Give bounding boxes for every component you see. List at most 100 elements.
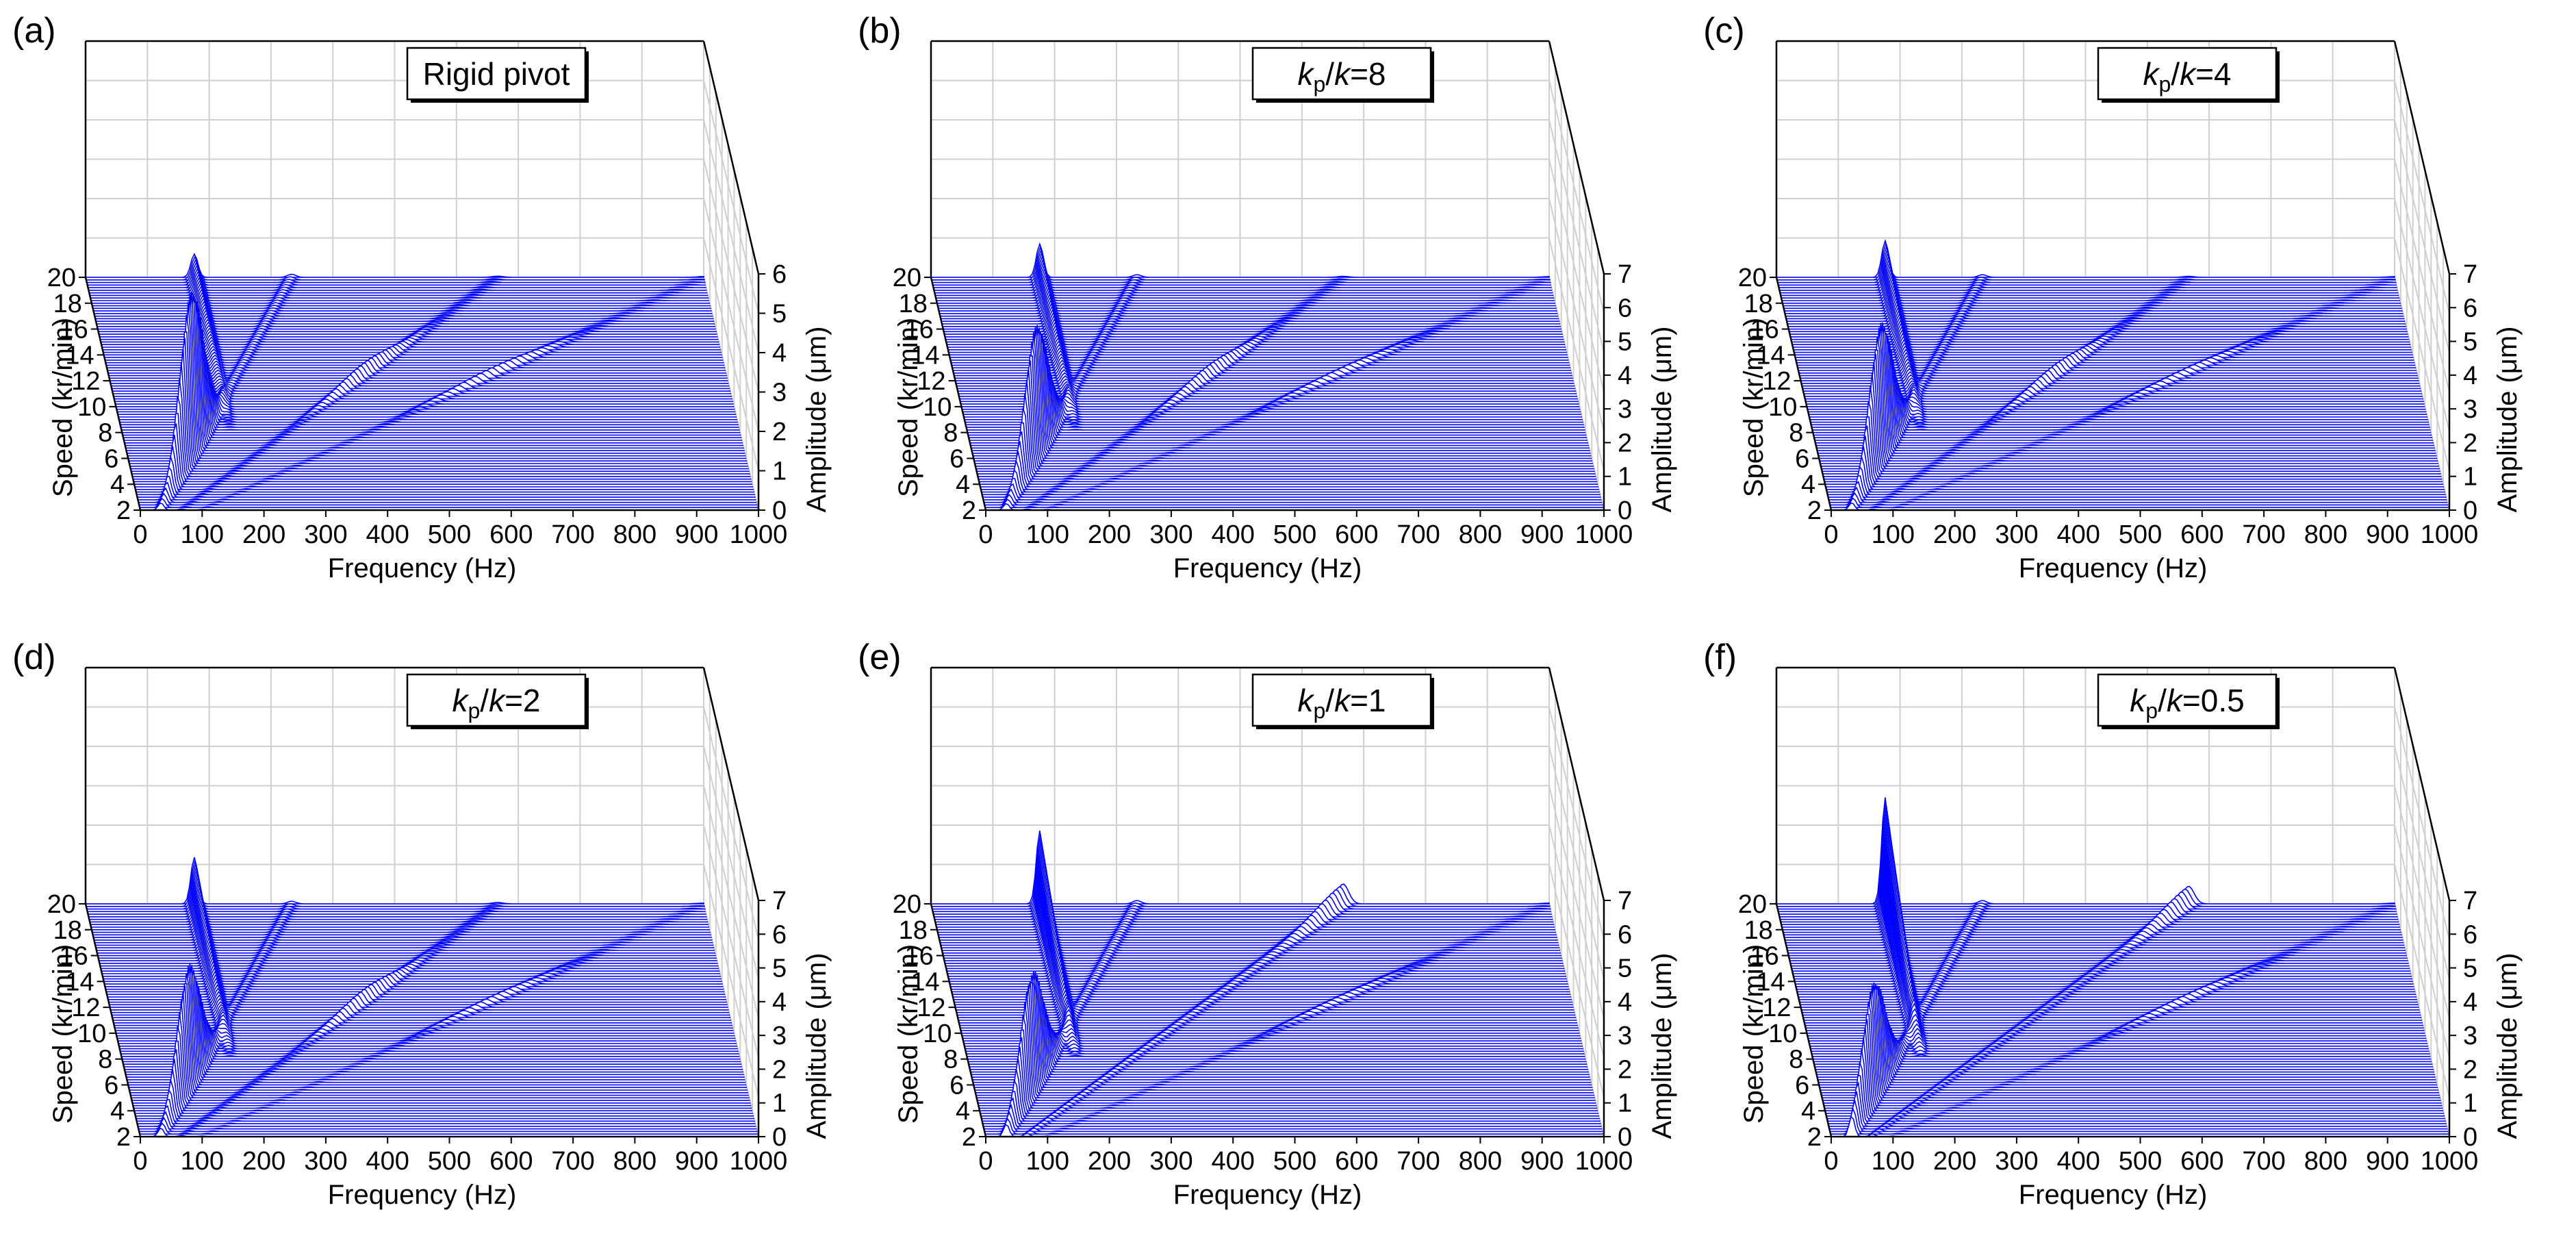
waterfall-line <box>957 378 1576 390</box>
waterfall-line <box>114 1011 732 1026</box>
waterfall-line <box>1811 1039 2430 1054</box>
waterfall-line <box>1815 349 2433 441</box>
waterfall-line <box>119 1027 738 1050</box>
waterfall-line <box>961 1019 1580 1034</box>
waterfall-line <box>1798 957 2417 1000</box>
waterfall-line <box>1826 435 2444 488</box>
y-tick-label: 2 <box>962 496 976 525</box>
waterfall-line <box>942 899 1560 951</box>
x-tick-label: 200 <box>1933 520 1976 549</box>
waterfall-line <box>118 1029 737 1047</box>
waterfall-line <box>1796 345 2415 364</box>
waterfall-line <box>984 1103 1603 1130</box>
grid-line <box>2394 80 2450 314</box>
z-tick-label: 0 <box>1618 1123 1632 1152</box>
waterfall-line <box>967 1026 1585 1057</box>
waterfall-line <box>1831 502 2449 511</box>
waterfall-line <box>86 255 705 281</box>
waterfall-line <box>119 378 738 423</box>
box-edge <box>702 40 760 275</box>
waterfall-line <box>931 834 1551 907</box>
waterfall-line <box>1813 368 2432 436</box>
x-tick-label: 500 <box>2119 520 2162 549</box>
x-tick-label: 100 <box>1026 520 1069 549</box>
waterfall-line <box>113 1009 732 1024</box>
waterfall-line <box>944 312 1563 335</box>
grid-line <box>1548 80 1605 314</box>
waterfall-line <box>964 1033 1583 1047</box>
x-tick-label: 600 <box>489 520 533 549</box>
waterfall-line <box>967 1023 1586 1060</box>
grid-line <box>2394 707 2450 940</box>
x-tick-label: 700 <box>551 1147 594 1176</box>
y-axis-line <box>84 277 142 511</box>
legend: kp/k=4 <box>2097 47 2280 103</box>
waterfall-line <box>1809 399 2427 415</box>
waterfall-line <box>1779 255 2398 291</box>
waterfall-line <box>1787 300 2406 327</box>
waterfall-line <box>1787 293 2406 322</box>
x-tick-label: 400 <box>1211 520 1254 549</box>
waterfall-line <box>1794 332 2412 353</box>
z-tick-label: 4 <box>2463 988 2477 1017</box>
waterfall-line <box>137 1099 756 1124</box>
waterfall-line <box>91 282 710 304</box>
waterfall-line <box>963 1031 1582 1041</box>
waterfall-line <box>1805 1002 2424 1029</box>
y-tick-label: 8 <box>943 1046 958 1074</box>
x-tick-label: 200 <box>242 520 285 549</box>
waterfall-line <box>971 991 1590 1076</box>
waterfall-series-group <box>1776 797 2449 1137</box>
waterfall-line <box>1810 392 2429 423</box>
waterfall-line <box>949 946 1568 985</box>
waterfall-line <box>123 342 741 436</box>
waterfall-line <box>109 365 728 379</box>
waterfall-line <box>970 996 1589 1073</box>
y-tick-label: 16 <box>904 316 933 344</box>
waterfall-line <box>100 936 719 967</box>
x-axis-title: Frequency (Hz) <box>2019 553 2208 583</box>
waterfall-line <box>1783 277 2402 309</box>
y-tick-label: 2 <box>116 496 131 525</box>
x-tick-label: 600 <box>1335 520 1378 549</box>
waterfall-line <box>107 355 726 369</box>
waterfall-line <box>951 955 1570 990</box>
legend-text-part: k <box>2167 683 2184 718</box>
y-tick-label: 20 <box>47 264 76 292</box>
waterfall-line <box>954 366 1573 379</box>
grid-line <box>2394 824 2450 1059</box>
waterfall-line <box>99 318 717 335</box>
waterfall-line <box>136 1079 754 1120</box>
x-tick-label: 600 <box>489 1147 533 1176</box>
waterfall-line <box>980 451 1599 490</box>
y-tick-label: 20 <box>1738 264 1767 292</box>
waterfall-line <box>1793 915 2411 974</box>
waterfall-line <box>1804 994 2423 1024</box>
chart-panel: 0 100 200 300 400 500 600 700 800 900 1000Frequenc… <box>12 11 832 583</box>
waterfall-line <box>112 1000 730 1016</box>
legend-text-part: k <box>1297 56 1314 92</box>
waterfall-line <box>956 375 1575 387</box>
chart-panel: 0 100 200 300 400 500 600 700 800 900 1000Frequenc… <box>1703 11 2523 583</box>
waterfall-line <box>124 307 743 444</box>
waterfall-line <box>1811 383 2430 428</box>
waterfall-line <box>140 497 758 508</box>
waterfall-line <box>961 396 1580 407</box>
waterfall-line <box>103 953 722 980</box>
x-tick-label: 900 <box>675 520 718 549</box>
waterfall-line <box>1785 858 2403 941</box>
y-tick-label: 2 <box>1807 1123 1822 1152</box>
waterfall-line <box>138 1111 757 1130</box>
x-axis-title: Frequency (Hz) <box>1173 553 1362 583</box>
y-tick-label: 16 <box>59 942 88 971</box>
waterfall-line <box>1803 987 2422 1018</box>
waterfall-line <box>131 348 750 472</box>
z-tick-label: 5 <box>772 955 787 983</box>
waterfall-line <box>1779 819 2398 918</box>
waterfall-line <box>1802 377 2421 390</box>
waterfall-line <box>107 359 726 374</box>
waterfall-line <box>1804 991 2422 1021</box>
waterfall-line <box>1805 388 2424 403</box>
waterfall-line <box>937 277 1556 307</box>
waterfall-line <box>940 887 1559 944</box>
